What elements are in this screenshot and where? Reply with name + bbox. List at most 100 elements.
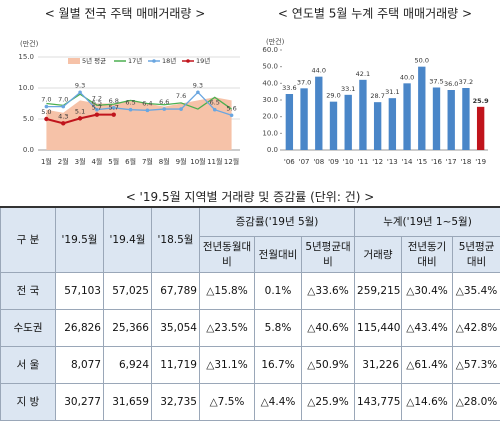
chart-title: < 월별 전국 주택 매매거래량 > [45,7,206,21]
value-label: 40.0 [400,73,414,81]
point [61,121,65,125]
bar [433,88,440,151]
bar [330,102,337,150]
value-label: 33.6 [282,84,296,92]
legend-swatch [68,58,80,64]
header-cell: 누계('19년 1~5월) [355,207,500,236]
table-cell: 35,054 [152,309,200,346]
legend-label: 19년 [196,56,210,65]
point [61,105,65,109]
table-cell: 전 국 [1,272,56,309]
bar [477,107,484,150]
table-cell: △25.9% [302,383,355,420]
x-tick-label: 7월 [142,157,153,166]
value-label: 29.0 [326,92,340,100]
point [129,108,133,112]
legend-label: 17년 [128,56,142,65]
table-cell: △35.4% [453,272,500,309]
table-title: < '19.5월 지역별 거래량 및 증감률 (단위: 건) > [0,188,500,205]
point [179,107,183,111]
value-label: 31.1 [385,88,399,96]
bar [286,94,293,150]
table-cell: 26,826 [56,309,104,346]
value-label: 37.5 [429,78,443,86]
y-tick-label: 20.0 [262,113,278,121]
value-label: 25.9 [473,97,490,105]
value-label: 5.7 [92,104,102,112]
x-tick-label: 1월 [41,157,52,166]
x-tick-label: 12월 [224,157,239,166]
unit-label: (만건) [266,37,285,46]
y-tick-label: 50.0 [262,63,278,71]
x-tick-label: 9월 [176,157,187,166]
table-cell: △28.0% [453,383,500,420]
table-cell: △57.3% [453,346,500,383]
value-label: 7.0 [58,96,68,104]
y-tick-label: 40.0 [262,79,278,87]
table-cell: 31,659 [104,383,152,420]
table-cell: △14.6% [402,383,453,420]
value-label: 36.0 [444,80,458,88]
x-tick-label: 2월 [58,157,69,166]
y-tick-label: 0.0 [23,146,34,154]
point [162,107,166,111]
x-tick-label: '08 [313,158,324,166]
bar [300,88,307,150]
x-tick-label: '13 [387,158,398,166]
bar [403,83,410,150]
table-cell: 30,277 [56,383,104,420]
table-cell: 67,789 [152,272,200,309]
point [95,112,99,116]
y-tick-label: 0.0 [267,146,278,154]
table-cell: △43.4% [402,309,453,346]
unit-label: (만건) [20,39,39,48]
value-label: 7.6 [176,92,186,100]
point [230,113,234,117]
x-tick-label: '11 [358,158,369,166]
table-cell: △23.5% [200,309,255,346]
value-label: 28.7 [370,92,384,100]
bar [359,80,366,150]
table-cell: 8,077 [56,346,104,383]
bar [462,88,469,150]
x-tick-label: '07 [299,158,310,166]
value-label: 5.1 [75,107,85,115]
table-cell: △40.6% [302,309,355,346]
x-tick-label: 4월 [91,157,102,166]
table-cell: 0.1% [255,272,302,309]
table-cell: △15.8% [200,272,255,309]
header-cell: 5년평균대비 [302,236,355,272]
table-cell: △42.8% [453,309,500,346]
legend-label: 18년 [162,56,176,65]
point [146,109,150,113]
bar [345,95,352,150]
table-cell: 31,226 [355,346,402,383]
value-label: 6.4 [142,99,152,107]
table-cell: △4.4% [255,383,302,420]
point [78,91,82,95]
x-tick-label: 8월 [159,157,170,166]
y-tick-label: 10.0 [262,129,278,137]
header-cell: 거래량 [355,236,402,272]
header-cell: 구 분 [1,207,56,272]
bar [418,67,425,150]
header-cell: 전년동월대비 [200,236,255,272]
value-label: 37.0 [297,78,311,86]
point [196,91,200,95]
header-cell: 5년평균대비 [453,236,500,272]
bar [315,77,322,150]
table-cell: △61.4% [402,346,453,383]
point [78,116,82,120]
table-cell: 57,025 [104,272,152,309]
header-cell: '19.4월 [104,207,152,272]
point [112,112,116,116]
table-cell: 32,735 [152,383,200,420]
x-tick-label: 11월 [207,157,222,166]
header-cell: 전년동기대비 [402,236,453,272]
table-cell: 수도권 [1,309,56,346]
value-label: 44.0 [312,67,326,75]
